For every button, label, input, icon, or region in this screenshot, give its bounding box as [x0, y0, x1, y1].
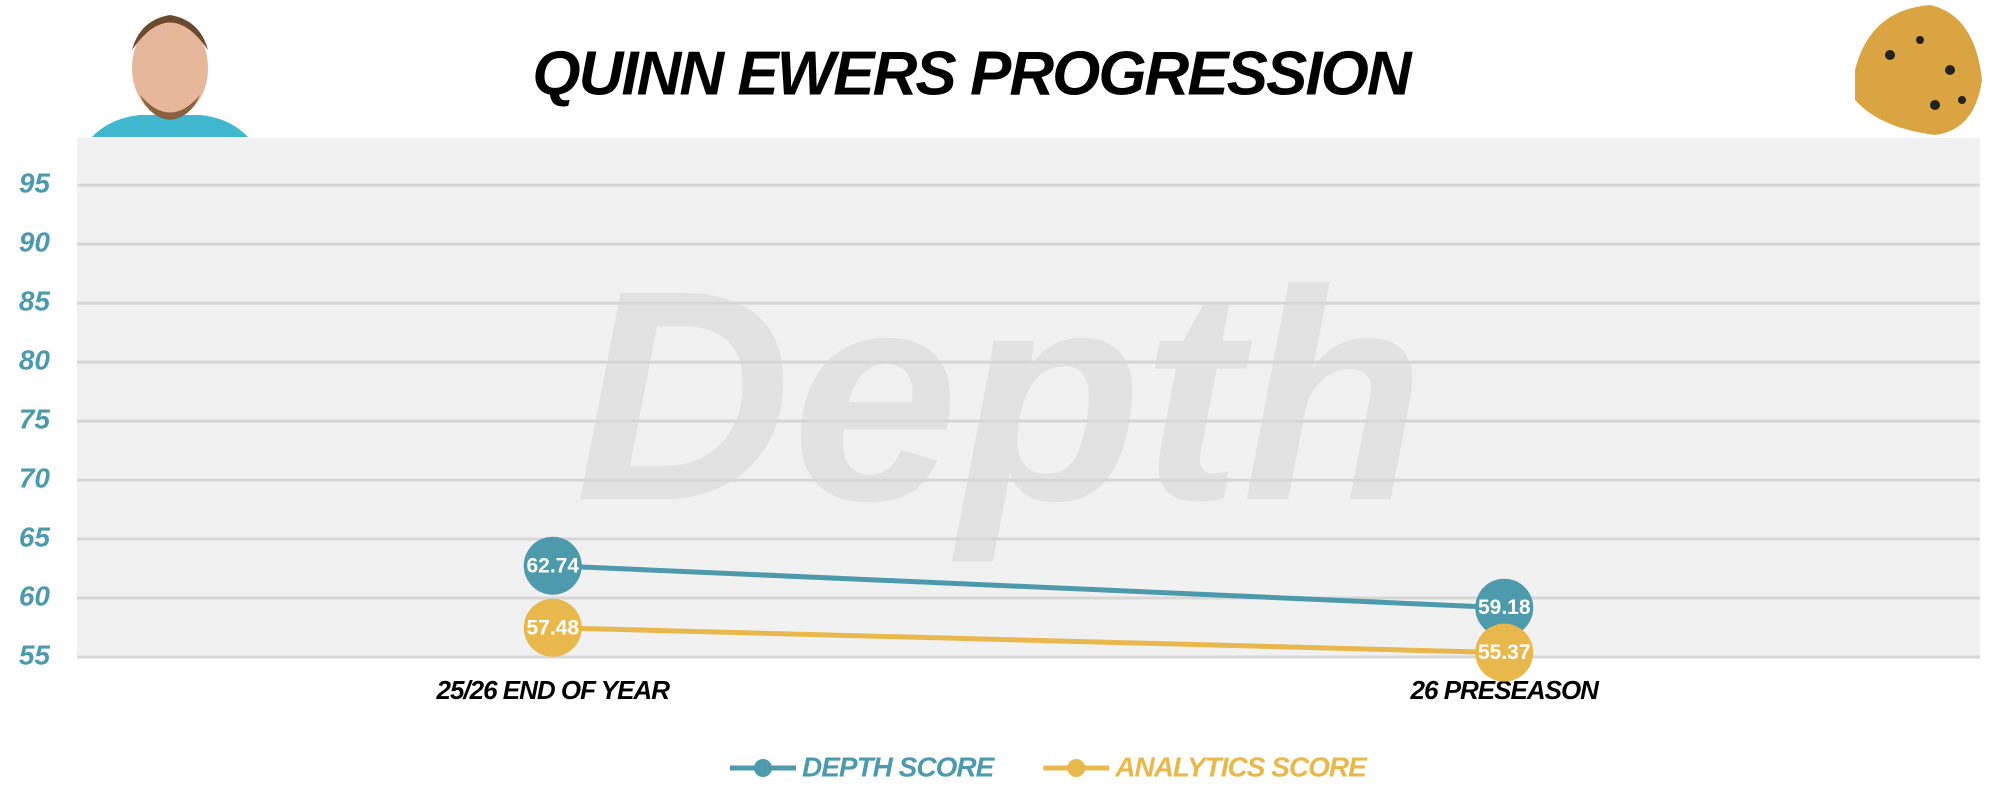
series-line — [552, 563, 1505, 611]
chart-title: QUINN EWERS PROGRESSION — [532, 39, 1412, 108]
point — [1475, 623, 1534, 682]
y-tick-label: 60 — [19, 580, 51, 611]
legend-marker — [754, 759, 772, 777]
point — [523, 536, 582, 595]
point — [1475, 578, 1534, 637]
y-tick-label: 85 — [19, 286, 51, 317]
data-label: 57.48 — [526, 616, 579, 639]
team-logo — [1855, 5, 1982, 135]
y-tick-label: 70 — [19, 462, 51, 493]
y-tick-label: 80 — [19, 345, 51, 376]
y-tick-label: 90 — [19, 227, 51, 258]
plot-area — [77, 138, 1980, 657]
legend-label: DEPTH SCORE — [802, 751, 996, 782]
data-label: 62.74 — [526, 554, 579, 577]
x-tick-label: 25/26 END OF YEAR — [435, 675, 670, 705]
data-label: 59.18 — [1478, 596, 1531, 619]
data-label: 55.37 — [1478, 641, 1531, 664]
series-line — [552, 625, 1505, 656]
watermark: Depth — [575, 227, 1425, 565]
y-tick-label: 65 — [19, 521, 51, 552]
y-tick-label: 55 — [19, 639, 51, 670]
legend-marker — [1067, 759, 1086, 777]
point — [523, 598, 582, 657]
y-tick-label: 95 — [19, 168, 51, 199]
y-tick-label: 75 — [19, 403, 51, 434]
legend-label: ANALYTICS SCORE — [1114, 751, 1368, 782]
player-photo — [92, 15, 248, 137]
